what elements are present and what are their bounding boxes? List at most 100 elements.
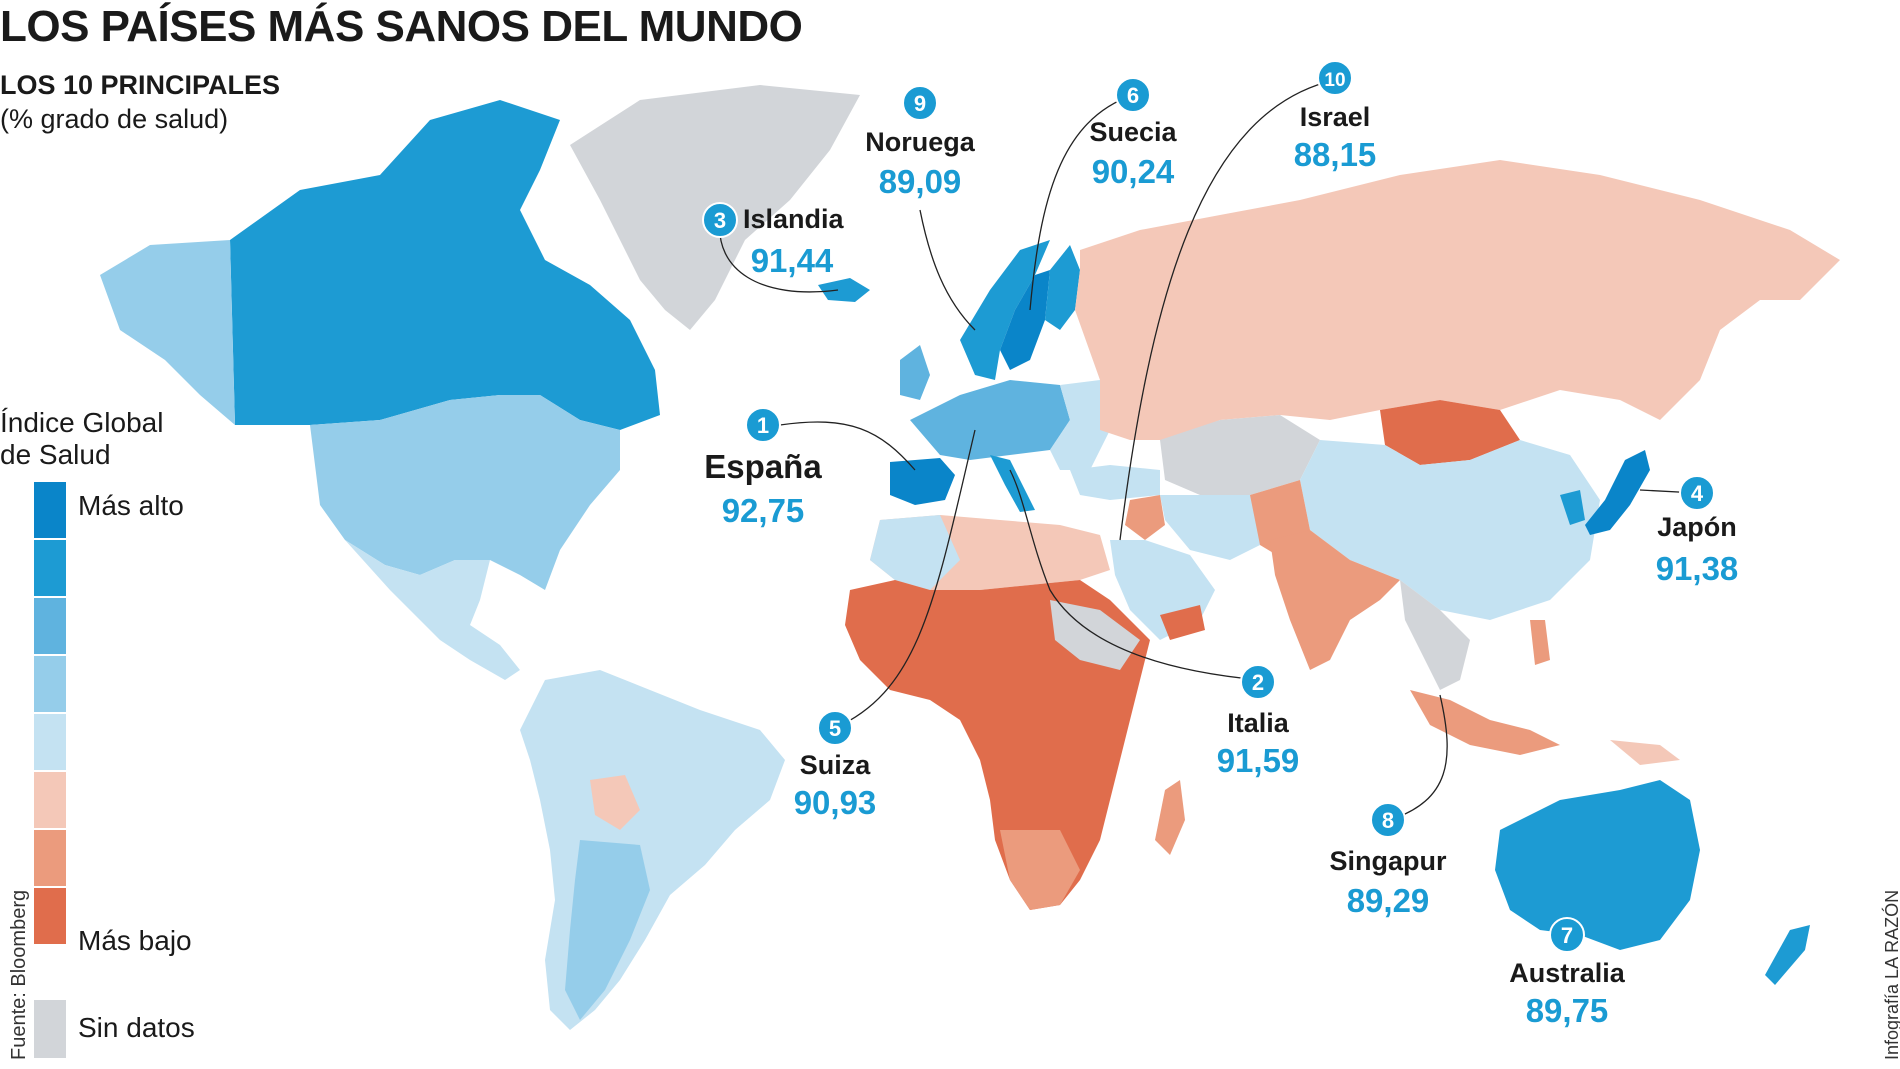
region-australia — [1495, 780, 1700, 950]
score-israel: 88,15 — [1294, 136, 1377, 173]
region-eastern-europe — [1050, 380, 1110, 470]
country-name-switzerland: Suiza — [800, 750, 872, 780]
region-png — [1610, 740, 1680, 765]
legend-swatch-7 — [34, 830, 66, 886]
legend-nodata-swatch — [34, 1000, 66, 1058]
legend-title-line2: de Salud — [0, 439, 111, 470]
score-sweden: 90,24 — [1092, 153, 1175, 190]
region-korea — [1560, 490, 1585, 525]
score-singapore: 89,29 — [1347, 882, 1430, 919]
region-mongolia — [1380, 400, 1520, 465]
legend-title-line1: Índice Global — [0, 407, 164, 438]
region-south-america — [520, 670, 785, 1030]
country-name-australia: Australia — [1509, 958, 1626, 988]
unit-label: (% grado de salud) — [0, 104, 229, 134]
legend-high-label: Más alto — [78, 490, 184, 521]
region-philippines — [1530, 620, 1550, 665]
region-mexico — [345, 540, 520, 680]
rank-badge-6 — [1115, 77, 1151, 113]
page-title: LOS PAÍSES MÁS SANOS DEL MUNDO — [0, 2, 803, 51]
leader-line-switzerland — [834, 429, 976, 729]
region-finland — [1045, 245, 1080, 330]
legend-swatch-5 — [34, 714, 66, 770]
rank-number-4: 4 — [1691, 481, 1704, 506]
region-subsaharan-africa — [845, 580, 1150, 910]
region-western-europe — [910, 380, 1070, 460]
country-name-italy: Italia — [1227, 708, 1290, 738]
legend-low-label: Más bajo — [78, 925, 192, 956]
score-japan: 91,38 — [1656, 550, 1739, 587]
rank-number-6: 6 — [1127, 83, 1139, 108]
region-india — [1270, 530, 1400, 670]
rank-number-8: 8 — [1382, 808, 1394, 833]
region-iceland — [818, 278, 870, 302]
rank-number-1: 1 — [757, 413, 769, 438]
region-canada — [230, 100, 660, 430]
country-name-israel: Israel — [1300, 102, 1371, 132]
rank-badge-5 — [817, 710, 853, 746]
leader-line-spain — [779, 421, 916, 471]
rank-number-2: 2 — [1252, 670, 1264, 695]
legend-swatch-1 — [34, 482, 66, 538]
region-china — [1300, 440, 1600, 620]
rank-number-5: 5 — [829, 716, 841, 741]
source-note: Fuente: Bloomberg — [8, 889, 30, 1060]
region-central-asia — [1160, 415, 1320, 495]
score-switzerland: 90,93 — [794, 784, 877, 821]
rank-number-9: 9 — [914, 91, 926, 116]
leader-line-singapore — [1389, 694, 1448, 821]
region-russia — [1075, 160, 1840, 440]
region-norway — [960, 240, 1050, 380]
region-uk — [900, 345, 930, 400]
credit-note: Infografía LA RAZÓN — [1882, 889, 1900, 1060]
rank-badge-7 — [1549, 917, 1585, 953]
region-turkey — [1070, 465, 1160, 500]
region-iran-afghan — [1160, 495, 1270, 560]
country-name-iceland: Islandia — [743, 204, 845, 234]
rank-badge-1 — [745, 407, 781, 443]
score-australia: 89,75 — [1526, 992, 1609, 1029]
region-japan — [1585, 450, 1650, 535]
region-italy — [990, 455, 1035, 512]
region-madagascar — [1155, 780, 1185, 855]
rank-badge-3 — [702, 202, 738, 238]
legend-title: Índice Global de Salud — [0, 407, 163, 471]
region-alaska — [100, 240, 235, 425]
region-indonesia — [1410, 690, 1560, 755]
score-spain: 92,75 — [722, 492, 805, 529]
region-spain — [890, 458, 955, 505]
region-morocco-algeria — [870, 515, 960, 590]
region-sweden — [1000, 270, 1050, 370]
score-italy: 91,59 — [1217, 742, 1300, 779]
score-iceland: 91,44 — [751, 242, 834, 279]
region-usa — [310, 395, 620, 590]
leader-line-italy — [1009, 469, 1261, 681]
legend-swatch-8 — [34, 888, 66, 944]
rank-number-3: 3 — [714, 208, 726, 233]
region-yemen — [1160, 605, 1205, 640]
country-name-japan: Japón — [1657, 512, 1737, 542]
rank-badge-8 — [1370, 802, 1406, 838]
page-subtitle: LOS 10 PRINCIPALES — [0, 70, 281, 100]
region-iraq — [1125, 495, 1165, 540]
country-name-norway: Noruega — [865, 127, 976, 157]
leader-line-norway — [919, 209, 976, 331]
rank-badge-4 — [1679, 475, 1715, 511]
rank-badge-2 — [1240, 664, 1276, 700]
leader-line-israel — [1119, 79, 1336, 541]
leader-line-sweden — [1029, 94, 1134, 311]
legend-swatch-3 — [34, 598, 66, 654]
region-new-zealand — [1765, 925, 1810, 985]
rank-badge-10 — [1317, 60, 1353, 96]
region-southern-africa — [1000, 830, 1080, 910]
rank-number-7: 7 — [1561, 923, 1573, 948]
region-bolivia — [590, 775, 640, 830]
legend-swatch-4 — [34, 656, 66, 712]
country-name-sweden: Suecia — [1089, 117, 1177, 147]
region-se-asia — [1400, 580, 1470, 690]
country-name-singapore: Singapur — [1329, 846, 1446, 876]
score-norway: 89,09 — [879, 163, 962, 200]
rank-number-10: 10 — [1324, 70, 1345, 91]
legend-swatch-6 — [34, 772, 66, 828]
